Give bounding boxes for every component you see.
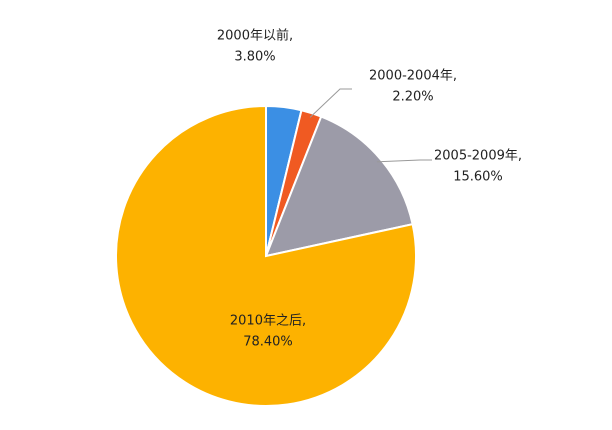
value-label: 2.20%: [392, 90, 433, 105]
pie-slice: [264, 115, 414, 258]
pie-slice: [115, 104, 417, 407]
slice-label: 2000-2004年,: [369, 69, 457, 84]
slice-label: 2010年之后,: [230, 314, 306, 329]
slice-label: 2000年以前,: [217, 28, 293, 44]
value-label: 15.60%: [453, 170, 503, 185]
leader-line: [309, 88, 352, 118]
slice-label: 2005-2009年,: [434, 149, 522, 164]
leader-line: [376, 159, 432, 163]
value-label: 3.80%: [234, 50, 275, 65]
value-label: 78.40%: [243, 335, 293, 350]
